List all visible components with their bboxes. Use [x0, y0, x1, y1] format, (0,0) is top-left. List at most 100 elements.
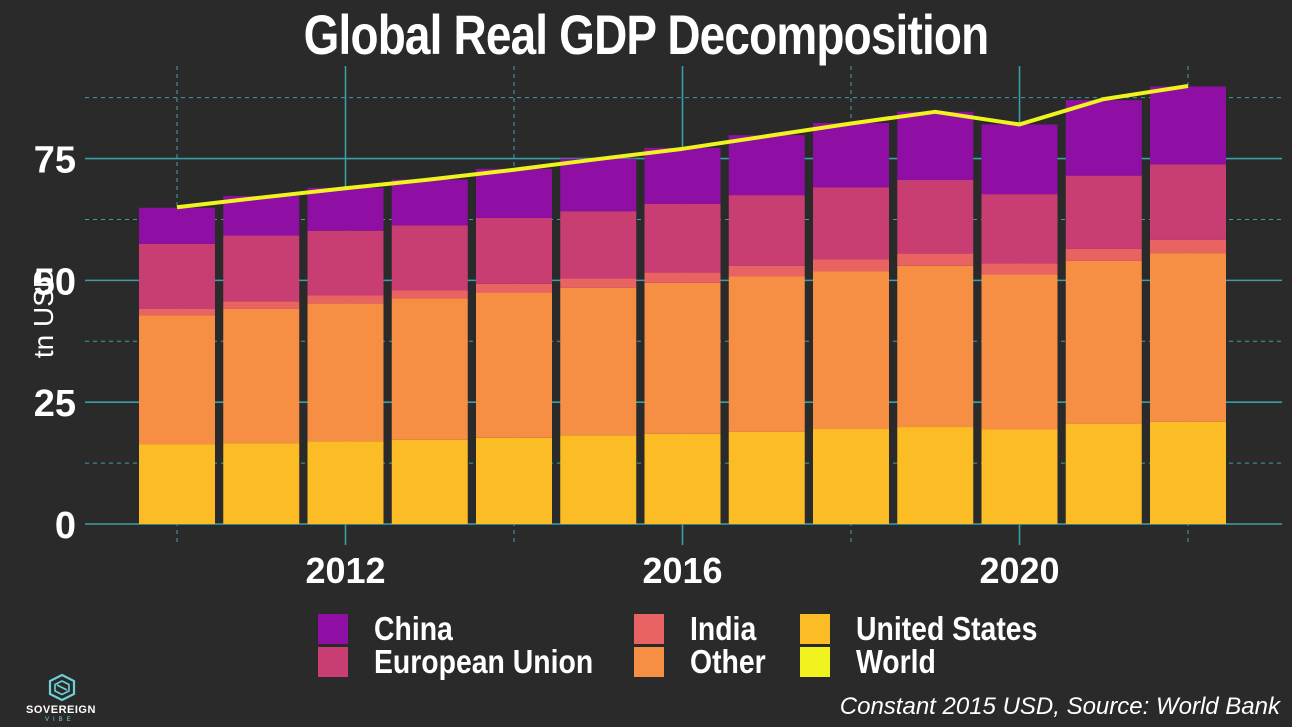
bar-india-2012 [307, 295, 384, 304]
legend-item-india: India [634, 610, 767, 647]
bar-united-states-2017 [728, 431, 805, 524]
bar-european-union-2020 [981, 194, 1058, 264]
legend-swatch [318, 614, 348, 644]
bar-other-2016 [644, 282, 721, 434]
bar-china-2010 [139, 207, 215, 244]
y-tick-label: 0 [55, 505, 76, 547]
legend-item-china: China [318, 610, 466, 647]
x-tick-label: 2012 [305, 550, 385, 591]
bar-india-2010 [139, 308, 215, 316]
brand-logo-sub: VIBE [45, 717, 75, 723]
legend-label: United States [856, 610, 1038, 647]
bar-other-2021 [1065, 260, 1142, 424]
bar-united-states-2011 [223, 443, 300, 524]
bar-china-2017 [728, 135, 805, 196]
bar-united-states-2019 [897, 427, 974, 524]
legend-label: China [374, 610, 453, 647]
bar-india-2022 [1150, 239, 1226, 254]
legend-label: World [856, 643, 936, 680]
bar-united-states-2016 [644, 433, 721, 524]
bar-china-2022 [1150, 86, 1226, 165]
bar-china-2013 [391, 179, 468, 226]
world-line [176, 84, 1189, 210]
legend-item-other: Other [634, 643, 778, 680]
bar-european-union-2017 [728, 195, 805, 266]
bar-other-2017 [728, 276, 805, 432]
legend-swatch [800, 647, 830, 677]
bar-india-2014 [476, 283, 552, 293]
bar-european-union-2013 [391, 225, 468, 291]
legend-label: Other [690, 643, 766, 680]
bar-united-states-2015 [560, 435, 637, 524]
bar-other-2013 [391, 298, 468, 440]
x-tick-label: 2020 [979, 550, 1059, 591]
y-tick-label: 50 [34, 261, 76, 303]
bar-united-states-2021 [1065, 423, 1142, 524]
bar-united-states-2020 [981, 429, 1058, 524]
bar-united-states-2012 [307, 441, 384, 524]
legend-swatch [634, 614, 664, 644]
legend-item-world: World [800, 643, 949, 680]
legend-swatch [800, 614, 830, 644]
bar-india-2021 [1065, 248, 1142, 261]
y-tick-labels: 0 25 50 75 [34, 140, 76, 547]
bar-china-2019 [897, 111, 974, 181]
bar-european-union-2019 [897, 180, 974, 254]
bar-european-union-2015 [560, 211, 637, 279]
chart-title: Global Real GDP Decomposition [303, 3, 990, 66]
bar-united-states-2010 [139, 444, 215, 524]
bar-india-2020 [981, 263, 1058, 275]
bar-european-union-2010 [139, 243, 215, 309]
legend-swatch [634, 647, 664, 677]
y-axis-label: tn USD [28, 267, 59, 359]
bar-european-union-2021 [1065, 175, 1142, 249]
bar-other-2018 [813, 271, 889, 429]
bars [139, 86, 1226, 524]
y-tick-label: 75 [34, 140, 76, 182]
bar-european-union-2011 [223, 235, 300, 302]
bar-china-2012 [307, 187, 384, 231]
bar-european-union-2018 [813, 187, 889, 260]
bar-other-2019 [897, 265, 974, 428]
y-tick-label: 25 [34, 383, 76, 425]
bar-european-union-2014 [476, 218, 552, 284]
legend-label: European Union [374, 643, 594, 680]
legend-label: India [690, 610, 757, 647]
bar-other-2015 [560, 287, 637, 436]
bar-china-2016 [644, 147, 721, 204]
bar-other-2010 [139, 315, 215, 445]
bar-india-2017 [728, 265, 805, 277]
bar-china-2011 [223, 196, 300, 236]
bar-united-states-2018 [813, 428, 889, 524]
x-tick-labels: 2012 2016 2020 [305, 550, 1059, 591]
bar-other-2011 [223, 308, 300, 444]
bar-other-2022 [1150, 253, 1226, 422]
bar-china-2018 [813, 123, 889, 188]
bar-india-2011 [223, 301, 300, 309]
bar-united-states-2013 [391, 439, 468, 524]
bar-european-union-2016 [644, 203, 721, 273]
bar-china-2020 [981, 124, 1058, 195]
bar-china-2015 [560, 158, 637, 212]
bar-india-2018 [813, 259, 889, 272]
bar-india-2013 [391, 290, 468, 299]
bar-india-2016 [644, 272, 721, 283]
bar-european-union-2012 [307, 230, 384, 296]
bar-united-states-2014 [476, 437, 552, 524]
bar-india-2015 [560, 278, 637, 288]
source-caption: Constant 2015 USD, Source: World Bank [839, 693, 1280, 720]
bar-other-2020 [981, 274, 1058, 430]
brand-logo [48, 673, 76, 702]
bar-china-2021 [1065, 100, 1142, 176]
legend-item-european-union: European Union [318, 643, 629, 680]
brand-logo-name: SOVEREIGN [26, 704, 96, 716]
legend-item-united-states: United States [800, 610, 1067, 647]
bar-india-2019 [897, 253, 974, 266]
bar-china-2014 [476, 168, 552, 219]
legend-swatch [318, 647, 348, 677]
bar-united-states-2022 [1150, 421, 1226, 524]
x-tick-label: 2016 [642, 550, 722, 591]
bar-other-2012 [307, 303, 384, 442]
bar-european-union-2022 [1150, 164, 1226, 240]
